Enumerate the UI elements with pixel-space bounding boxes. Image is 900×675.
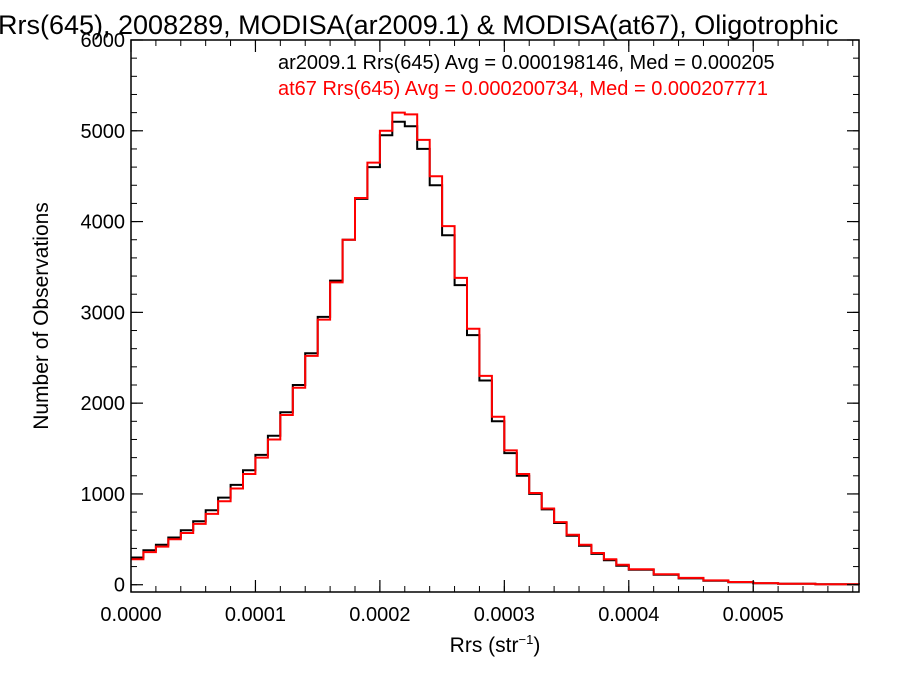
y-tick-label: 4000 <box>81 212 126 234</box>
legend-entry-ar2009.1: ar2009.1 Rrs(645) Avg = 0.000198146, Med… <box>278 52 775 74</box>
x-tick-label: 0.0000 <box>100 604 161 626</box>
x-axis-label-superscript: −1 <box>519 632 534 647</box>
x-tick-label: 0.0004 <box>598 604 659 626</box>
x-tick-label: 0.0003 <box>474 604 535 626</box>
series-line-ar2009.1 <box>131 120 860 586</box>
y-axis-label: Number of Observations <box>30 202 53 430</box>
legend-entry-at67: at67 Rrs(645) Avg = 0.000200734, Med = 0… <box>278 78 768 100</box>
legend: ar2009.1 Rrs(645) Avg = 0.000198146, Med… <box>278 52 775 100</box>
plot-area <box>131 111 860 586</box>
plot-frame <box>130 39 860 593</box>
y-tick-label: 1000 <box>81 484 126 506</box>
x-axis-label-text: Rrs (str <box>450 634 519 657</box>
x-axis-label-close: ) <box>533 634 540 657</box>
x-tick-label: 0.0005 <box>723 604 784 626</box>
y-tick-label: 6000 <box>81 30 126 52</box>
x-axis-label: Rrs (str−1) <box>450 632 541 657</box>
y-tick-label: 5000 <box>81 121 126 143</box>
chart-title: Rrs(645), 2008289, MODISA(ar2009.1) & MO… <box>0 10 838 40</box>
y-tick-label: 3000 <box>81 302 126 324</box>
series-line-at67 <box>131 111 860 586</box>
x-tick-label: 0.0002 <box>349 604 410 626</box>
y-tick-label: 2000 <box>81 393 126 415</box>
x-axis: 0.0000 0.0001 0.0002 0.0003 0.0004 0.0005 <box>100 40 854 626</box>
x-tick-label: 0.0001 <box>225 604 286 626</box>
y-tick-label: 0 <box>114 575 125 597</box>
y-axis: 0 1000 2000 3000 4000 5000 6000 <box>81 30 859 597</box>
